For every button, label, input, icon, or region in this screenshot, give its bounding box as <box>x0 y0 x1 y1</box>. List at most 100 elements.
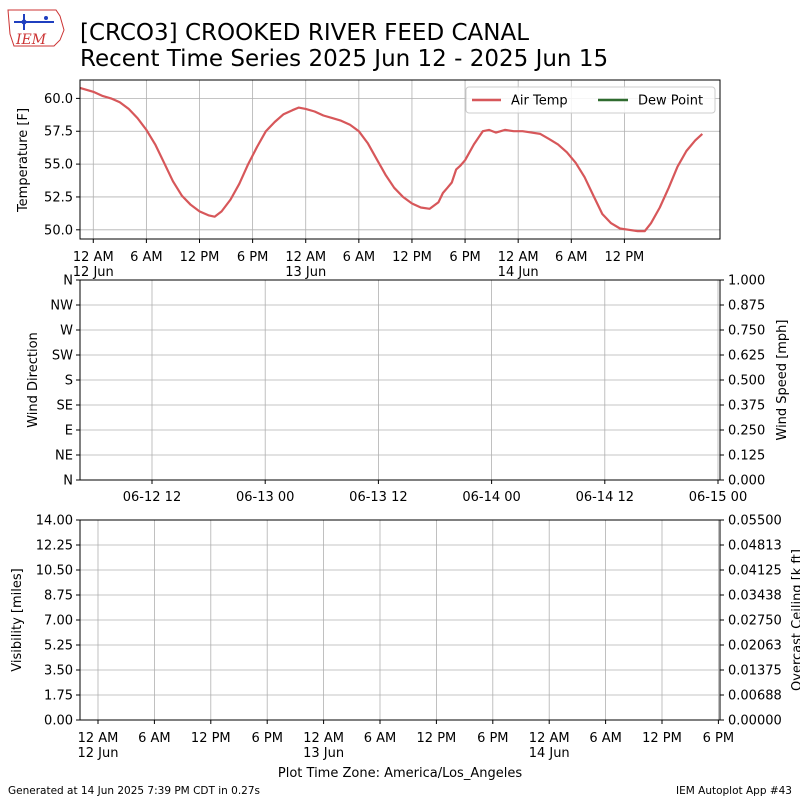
visibility-xtick-label: 6 PM <box>703 731 734 746</box>
wind-xtick-label: 06-12 12 <box>123 490 181 505</box>
temperature-axis-label: Temperature [F] <box>16 108 31 213</box>
wind-xtick-label: 06-13 12 <box>349 490 407 505</box>
visibility-xtick-label: 12 AM <box>529 731 570 746</box>
wind-direction-tick-label: E <box>65 424 73 439</box>
wind-panel: N 0.000 NE 0.125 E 0.250 SE 0.375 S 0.500 SW 0.625 W… <box>26 274 790 506</box>
wind-speed-tick-label: 0.250 <box>728 424 765 439</box>
temperature-ytick-label: 50.0 <box>44 223 73 238</box>
visibility-tick-label: 3.50 <box>44 664 73 679</box>
wind-speed-tick-label: 0.000 <box>728 474 765 489</box>
visibility-tick-label: 12.25 <box>36 539 73 554</box>
temperature-xtick-label: 12 PM <box>180 250 220 265</box>
wind-xtick-label: 06-15 00 <box>689 490 747 505</box>
temperature-xtick-label: 12 AM <box>498 250 539 265</box>
wind-xtick-label: 06-13 00 <box>236 490 294 505</box>
chart-title-line2: Recent Time Series 2025 Jun 12 - 2025 Ju… <box>80 46 608 72</box>
wind-direction-tick-label: W <box>60 324 73 339</box>
logo-text: IEM <box>15 32 47 48</box>
temperature-xtick-label: 6 PM <box>449 250 480 265</box>
wind-direction-axis-label: Wind Direction <box>26 332 41 428</box>
generated-note: Generated at 14 Jun 2025 7:39 PM CDT in … <box>8 785 260 797</box>
temperature-xtick-label: 6 AM <box>130 250 163 265</box>
visibility-tick-label: 1.75 <box>44 689 73 704</box>
visibility-xtick-label: 12 AM <box>303 731 344 746</box>
temperature-xtick-label: 6 AM <box>343 250 376 265</box>
visibility-xtick-label: 6 PM <box>251 731 282 746</box>
visibility-xtick-date-label: 14 Jun <box>529 746 570 761</box>
temperature-legend: Air Temp Dew Point <box>465 86 716 114</box>
wind-xtick-label: 06-14 12 <box>576 490 634 505</box>
ceiling-tick-label: 0.00000 <box>728 714 782 729</box>
ceiling-tick-label: 0.04125 <box>728 564 782 579</box>
visibility-tick-label: 5.25 <box>44 639 73 654</box>
visibility-xtick-label: 6 AM <box>138 731 171 746</box>
temperature-ytick-label: 55.0 <box>44 158 73 173</box>
ceiling-tick-label: 0.02750 <box>728 614 782 629</box>
visibility-tick-label: 14.00 <box>36 514 73 529</box>
visibility-xtick-date-label: 13 Jun <box>303 746 344 761</box>
visibility-tick-label: 8.75 <box>44 589 73 604</box>
wind-xtick-label: 06-14 00 <box>462 490 520 505</box>
legend-dew-point-label: Dew Point <box>638 94 703 109</box>
wind-speed-tick-label: 0.875 <box>728 299 765 314</box>
wind-speed-tick-label: 0.750 <box>728 324 765 339</box>
temperature-xtick-label: 12 PM <box>605 250 645 265</box>
visibility-xtick-label: 6 AM <box>589 731 622 746</box>
wind-speed-tick-label: 0.125 <box>728 449 765 464</box>
temperature-xtick-date-label: 14 Jun <box>498 265 539 280</box>
ceiling-tick-label: 0.04813 <box>728 539 782 554</box>
ceiling-tick-label: 0.00688 <box>728 689 782 704</box>
temperature-xtick-label: 12 PM <box>392 250 432 265</box>
visibility-xtick-label: 12 PM <box>417 731 457 746</box>
timezone-label: Plot Time Zone: America/Los_Angeles <box>278 766 522 781</box>
temperature-ytick-label: 52.5 <box>44 190 73 205</box>
temperature-xtick-label: 6 PM <box>237 250 268 265</box>
temperature-xtick-label: 12 AM <box>73 250 114 265</box>
wind-direction-tick-label: S <box>65 374 73 389</box>
temperature-xtick-date-label: 12 Jun <box>73 265 114 280</box>
temperature-xtick-date-label: 13 Jun <box>285 265 326 280</box>
chart-title-line1: [CRCO3] CROOKED RIVER FEED CANAL <box>80 20 529 46</box>
logo-dot-icon <box>21 19 27 25</box>
legend-box <box>465 86 716 114</box>
visibility-xtick-label: 12 PM <box>191 731 231 746</box>
wind-speed-tick-label: 0.375 <box>728 399 765 414</box>
temperature-ytick-label: 57.5 <box>44 125 73 140</box>
iem-logo: IEM <box>7 9 65 48</box>
temperature-xtick-label: 6 AM <box>555 250 588 265</box>
temperature-ytick-label: 60.0 <box>44 92 73 107</box>
visibility-xtick-date-label: 12 Jun <box>78 746 119 761</box>
ceiling-tick-label: 0.05500 <box>728 514 782 529</box>
ceiling-tick-label: 0.02063 <box>728 639 782 654</box>
visibility-tick-label: 10.50 <box>36 564 73 579</box>
temperature-xtick-label: 12 AM <box>285 250 326 265</box>
wind-direction-tick-label: N <box>63 474 73 489</box>
wind-direction-tick-label: NW <box>50 299 73 314</box>
visibility-xtick-label: 12 PM <box>642 731 682 746</box>
visibility-tick-label: 0.00 <box>44 714 73 729</box>
wind-direction-tick-label: N <box>63 274 73 289</box>
visibility-xtick-label: 6 PM <box>477 731 508 746</box>
visibility-xtick-label: 6 AM <box>364 731 397 746</box>
wind-direction-tick-label: SW <box>52 349 73 364</box>
wind-speed-tick-label: 0.500 <box>728 374 765 389</box>
wind-speed-tick-label: 1.000 <box>728 274 765 289</box>
wind-speed-axis-label: Wind Speed [mph] <box>775 320 790 441</box>
air-temp-series-line <box>79 86 704 233</box>
app-note: IEM Autoplot App #43 <box>676 785 792 797</box>
iowa-state-outline-icon <box>7 9 65 47</box>
logo-dot-icon <box>44 16 48 20</box>
wind-direction-tick-label: SE <box>57 399 73 414</box>
visibility-axis-label: Visibility [miles] <box>10 568 25 671</box>
visibility-tick-label: 7.00 <box>44 614 73 629</box>
wind-speed-tick-label: 0.625 <box>728 349 765 364</box>
visibility-xtick-label: 12 AM <box>78 731 119 746</box>
ceiling-axis-label: Overcast Ceiling [k ft] <box>790 549 800 691</box>
visibility-panel: 0.00 0.00000 1.75 0.00688 3.50 0.01375 5.25 0.0… <box>10 514 800 762</box>
ceiling-tick-label: 0.01375 <box>728 664 782 679</box>
wind-direction-tick-label: NE <box>55 449 73 464</box>
temperature-plot-frame <box>79 79 721 240</box>
ceiling-tick-label: 0.03438 <box>728 589 782 604</box>
